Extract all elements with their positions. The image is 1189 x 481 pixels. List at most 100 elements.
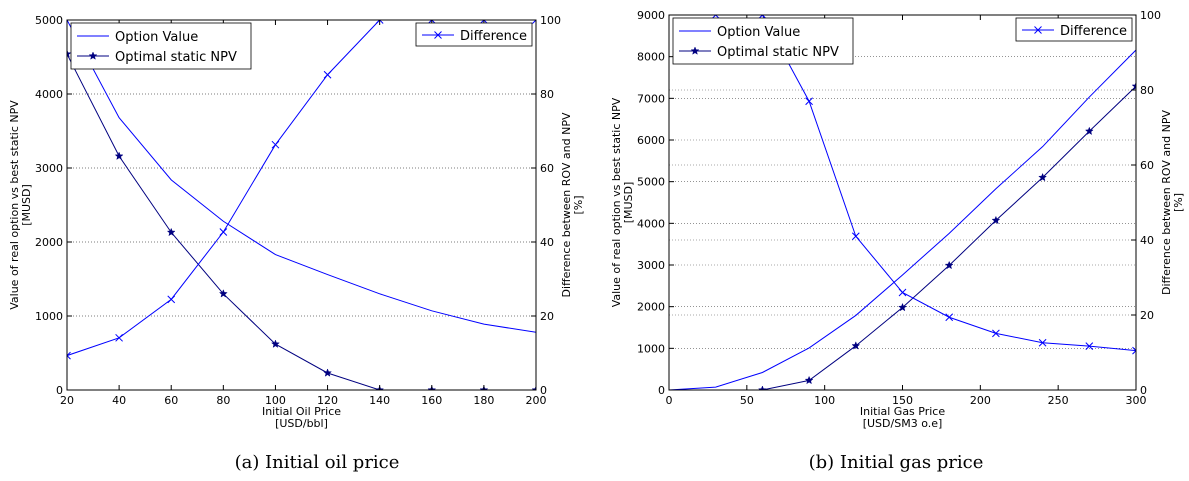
- series-difference-point-8-stroke-b: [1085, 342, 1094, 350]
- series-optimal-static-npv-point-1: [804, 375, 814, 385]
- series-difference-point-0: [67, 351, 71, 360]
- y-right-axis-ticks: 0 20 40 60 80 100: [1131, 9, 1161, 397]
- legend-static-npv-label: Optimal static NPV: [115, 50, 237, 65]
- x-tick-label-250: 250: [1048, 394, 1069, 407]
- series-optimal-static-npv-point-5-shape: [991, 215, 1001, 225]
- series-difference-point-3: [219, 228, 228, 236]
- series-difference-point-0-stroke-b: [711, 15, 717, 19]
- series-optimal-static-npv-point-3-shape: [218, 289, 228, 298]
- plot-frame: [66, 19, 537, 391]
- series-difference-point-3-stroke-b: [219, 228, 228, 236]
- series-difference-point-0-stroke-a: [714, 15, 720, 19]
- y-right-axis-label: Difference between ROV and NPV: [1160, 110, 1173, 295]
- series-difference-point-9: [532, 20, 536, 24]
- y-left-tick-label-6000: 6000: [637, 134, 665, 147]
- y-right-tick-label-60: 60: [540, 162, 554, 175]
- x-tick-label-80: 80: [216, 394, 230, 407]
- y-right-axis-ticks: 0 20 40 60 80 100: [531, 14, 561, 397]
- y-right-tick-label-60: 60: [1140, 159, 1154, 172]
- y-left-tick-label-2000: 2000: [35, 236, 63, 249]
- series-optimal-static-npv-point-4-shape: [944, 260, 954, 270]
- y-left-tick-label-4000: 4000: [637, 217, 665, 230]
- y-right-tick-label-100: 100: [1140, 9, 1161, 22]
- x-axis-label: Initial Gas Price: [860, 405, 945, 418]
- legend-left-box: [672, 17, 854, 65]
- series-difference-point-9-stroke-a: [1132, 346, 1136, 352]
- legend-left-box: [70, 22, 252, 70]
- legend-option-value-label: Option Value: [115, 30, 198, 45]
- legend-static-npv-marker: [690, 46, 700, 55]
- x-tick-label-150: 150: [892, 394, 913, 407]
- series-difference-point-8: [1085, 342, 1094, 350]
- x-tick-label-140: 140: [369, 394, 390, 407]
- series-difference-point-1: [758, 15, 767, 19]
- series-optimal-static-npv-point-1-shape: [114, 151, 124, 160]
- legend-static-npv-marker: [88, 51, 98, 60]
- series-difference-point-1-stroke-a: [761, 15, 767, 19]
- x-tick-label-0: 0: [666, 394, 673, 407]
- series-difference-point-5-stroke-b: [945, 313, 954, 322]
- series-optimal-static-npv-point-5-shape: [323, 368, 333, 377]
- series-optimal-static-npv-point-3-shape: [898, 302, 907, 312]
- series-optimal-static-npv-point-7: [1084, 126, 1094, 136]
- series-difference-point-7: [1038, 338, 1047, 347]
- series-optimal-static-npv-point-1: [114, 151, 124, 160]
- y-left-axis-label: Value of real option vs best static NPV: [610, 97, 623, 307]
- y-right-tick-label-0: 0: [540, 384, 547, 397]
- figure-caption: (a) Initial oil price: [235, 452, 400, 473]
- legend-left: Option Value Optimal static NPV: [70, 22, 252, 70]
- series-option-value: [669, 49, 1136, 390]
- series-optimal-static-npv-point-7-shape: [1084, 126, 1094, 136]
- y-right-tick-label-40: 40: [540, 236, 554, 249]
- grid-lines: [669, 14, 1136, 391]
- legend-difference-x-stroke-b: [1034, 26, 1042, 34]
- plot-series: [67, 20, 536, 390]
- legend-static-npv-label: Optimal static NPV: [717, 45, 839, 60]
- series-difference-point-6: [992, 329, 1000, 338]
- series-difference-point-4-stroke-b: [898, 288, 907, 297]
- series-difference-point-1-stroke-b: [758, 15, 764, 19]
- legend-right: Difference: [1015, 17, 1133, 42]
- legend-difference-x-stroke-b: [434, 31, 442, 39]
- y-right-axis-label: Difference between ROV and NPV: [560, 112, 573, 297]
- y-left-tick-label-3000: 3000: [637, 259, 665, 272]
- series-difference-point-3: [851, 232, 860, 241]
- series-option-value-line: [669, 49, 1136, 390]
- y-left-tick-label-0: 0: [56, 384, 63, 397]
- y-left-tick-label-8000: 8000: [637, 51, 665, 64]
- x-tick-label-100: 100: [814, 394, 835, 407]
- series-difference-point-4: [271, 140, 280, 149]
- series-optimal-static-npv-point-0: [757, 385, 767, 390]
- x-tick-label-160: 160: [421, 394, 442, 407]
- legend-right-box: [415, 22, 533, 47]
- plot-series: [669, 15, 1136, 390]
- y-left-axis-unit: [MUSD]: [20, 184, 33, 226]
- series-optimal-static-npv-point-4-shape: [270, 339, 280, 348]
- x-tick-label-40: 40: [112, 394, 126, 407]
- legend-static-npv-star: [690, 46, 700, 55]
- chart-panel-oil-price: 20 40 60 80 100 120 140 160 180 200 0100020003000…: [8, 14, 585, 473]
- y-left-axis-ticks: 0 1000 2000 3000 4000 5000: [35, 14, 72, 397]
- y-right-tick-label-40: 40: [1140, 234, 1154, 247]
- y-right-tick-label-80: 80: [1140, 84, 1154, 97]
- series-optimal-static-npv-point-2: [851, 341, 861, 350]
- series-optimal-static-npv-line: [762, 85, 1136, 390]
- series-difference-point-1-stroke-b: [115, 333, 123, 342]
- y-right-axis-unit: [%]: [1172, 193, 1185, 212]
- y-left-axis-unit: [MUSD]: [622, 182, 635, 224]
- series-optimal-static-npv-point-0-shape: [757, 385, 767, 390]
- series-difference-point-2: [805, 97, 813, 106]
- series-difference-point-2: [167, 295, 176, 304]
- y-left-tick-label-4000: 4000: [35, 88, 63, 101]
- series-optimal-static-npv-point-6-shape: [1038, 172, 1048, 182]
- series-difference-point-0: [711, 15, 720, 19]
- series-difference-point-2-stroke-b: [805, 97, 813, 106]
- series-difference: [67, 20, 536, 360]
- series-difference-point-7-stroke-b: [427, 20, 433, 24]
- series-optimal-static-npv-point-9-shape: [531, 385, 536, 390]
- chart-panel-gas-price: 0 50 100 150 200 250 300 010002000300040005000…: [610, 9, 1185, 473]
- y-right-tick-label-0: 0: [1140, 384, 1147, 397]
- series-optimal-static-npv-point-4: [270, 339, 280, 348]
- series-difference-point-6: [375, 20, 384, 24]
